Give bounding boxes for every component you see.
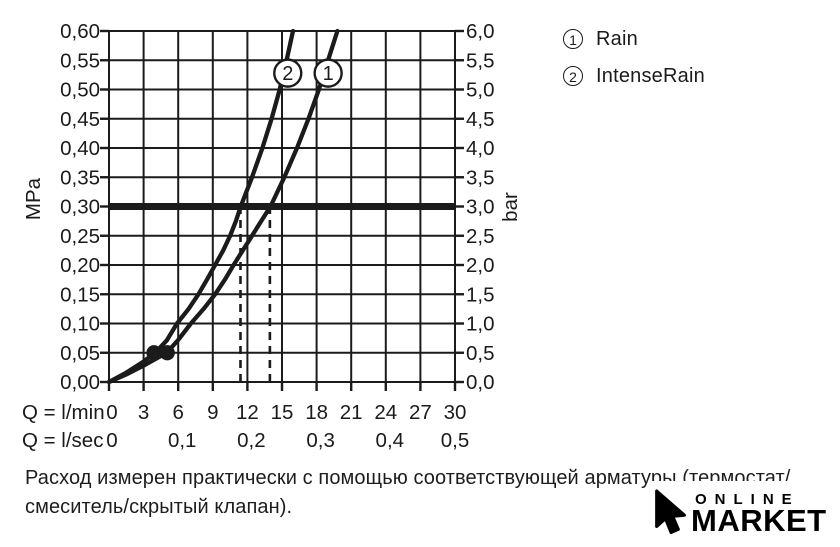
y-right-tick-label: 6,0 [466,20,495,43]
y-right-tick-label: 0,5 [466,342,495,365]
y-left-axis-label: MPa [22,177,45,220]
x-lmin-tick-label: 9 [207,401,218,424]
watermark-online: ONLINE [695,490,800,508]
y-left-tick-label: 0,25 [60,225,100,248]
x-lmin-tick-label: 27 [409,401,432,424]
y-right-tick-label: 4,0 [466,137,495,160]
footnote-line-1: Расход измерен практически с помощью соо… [25,467,791,489]
legend-label-intenserain: IntenseRain [596,64,705,87]
y-left-tick-label: 0,40 [60,137,100,160]
y-right-tick-label: 0,0 [466,371,495,394]
svg-text:2: 2 [282,63,293,85]
data-dot-1 [146,345,162,361]
flow-pressure-chart: 120,600,550,500,450,400,350,300,250,200,… [22,20,522,452]
y-left-tick-label: 0,10 [60,313,100,336]
y-left-tick-label: 0,05 [60,342,100,365]
x-lsec-tick-label: 0,1 [168,429,197,452]
x-lmin-tick-label: 30 [444,401,467,424]
x-lsec-tick-label: 0,2 [237,429,266,452]
x-lmin-tick-label: 12 [236,401,259,424]
x-lmin-tick-label: 3 [138,401,149,424]
y-right-tick-label: 5,0 [466,79,495,102]
y-left-tick-label: 0,00 [60,371,100,394]
x-axis-lsec-label: Q = l/sec [22,429,103,452]
x-lsec-tick-label: 0,4 [376,429,405,452]
y-right-tick-label: 1,0 [466,313,495,336]
y-left-tick-label: 0,60 [60,20,100,43]
legend: 1 Rain 2 IntenseRain [563,28,705,87]
x-lmin-tick-label: 21 [340,401,363,424]
legend-label-rain: Rain [596,27,638,50]
y-right-tick-label: 2,0 [466,254,495,277]
svg-text:1: 1 [323,63,334,85]
footnote: Расход измерен практически с помощью соо… [25,464,825,522]
watermark-market: MARKET [691,502,827,538]
y-left-tick-label: 0,55 [60,49,100,72]
y-right-tick-label: 1,5 [466,283,495,306]
y-left-tick-label: 0,45 [60,108,100,131]
y-right-tick-label: 2,5 [466,225,495,248]
mouse-cursor-icon [655,489,686,534]
x-lsec-tick-label: 0 [106,429,117,452]
y-right-tick-label: 3,0 [466,196,495,219]
x-lmin-tick-label: 6 [172,401,183,424]
x-lmin-tick-label: 18 [305,401,328,424]
x-axis-lmin-label: Q = l/min [22,401,105,424]
x-lsec-tick-label: 0,3 [306,429,335,452]
tick-marks [100,29,464,391]
x-lmin-tick-label: 15 [271,401,294,424]
curve-label-2: 2 [273,58,303,88]
y-right-tick-label: 3,5 [466,166,495,189]
y-left-tick-label: 0,30 [60,196,100,219]
legend-number-2-icon: 2 [563,66,583,86]
y-left-tick-label: 0,20 [60,254,100,277]
y-right-axis-label: bar [499,192,522,222]
legend-item-rain: 1 Rain [563,28,705,50]
data-dot-2 [159,345,175,361]
watermark-logo: ONLINE MARKET [649,481,829,545]
legend-item-intenserain: 2 IntenseRain [563,65,705,87]
x-lsec-tick-label: 0,5 [441,429,470,452]
legend-number-1-icon: 1 [563,29,583,49]
y-right-tick-label: 5,5 [466,49,495,72]
curve-label-1: 1 [313,58,343,88]
y-left-tick-label: 0,50 [60,79,100,102]
x-lmin-tick-label: 24 [374,401,397,424]
footnote-line-2: смеситель/скрытый клапан). [25,496,293,518]
x-lmin-tick-label: 0 [106,401,117,424]
y-right-tick-label: 4,5 [466,108,495,131]
watermark-text: ONLINE MARKET [691,490,827,538]
y-left-tick-label: 0,35 [60,166,100,189]
y-left-tick-label: 0,15 [60,283,100,306]
